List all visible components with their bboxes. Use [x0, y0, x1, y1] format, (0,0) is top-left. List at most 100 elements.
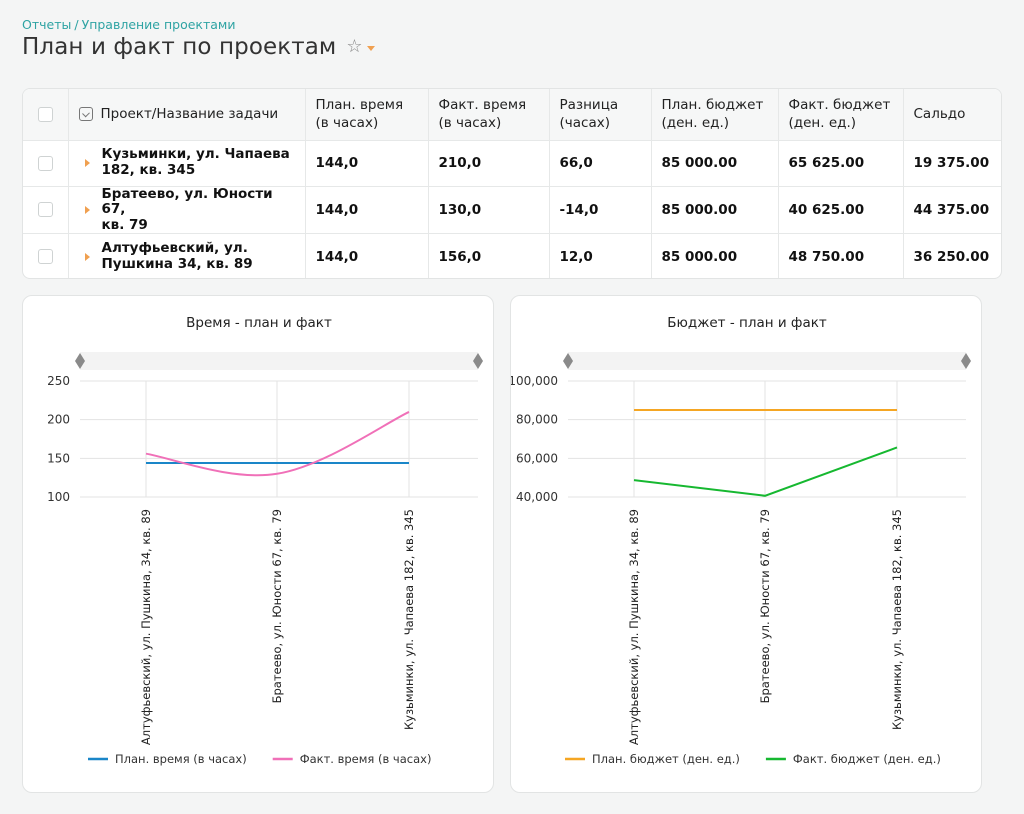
x-category-label: Алтуфьевский, ул. Пушкина, 34, кв. 89: [627, 509, 641, 745]
plan-time-cell: 144,0: [305, 186, 429, 235]
project-name-line1: Алтуфьевский, ул.: [101, 240, 248, 257]
project-name-line2: кв. 79: [101, 216, 148, 233]
breadcrumb: Отчеты / Управление проектами: [22, 17, 235, 32]
series-line-факт-бюджет-ден-ед[interactable]: [633, 446, 898, 497]
table-row[interactable]: Алтуфьевский, ул. Пушкина 34, кв. 89 144,…: [23, 233, 1001, 278]
legend-label[interactable]: Факт. время (в часах): [300, 752, 432, 766]
header-diff-line2: (часах): [559, 115, 610, 132]
row-checkbox-cell: [23, 186, 69, 235]
legend-label[interactable]: План. время (в часах): [115, 752, 247, 766]
y-tick-label: 40,000: [516, 490, 558, 504]
filter-icon[interactable]: [78, 107, 93, 122]
plan-budget-cell: 85 000.00: [651, 233, 779, 278]
range-slider-left-handle[interactable]: [563, 353, 573, 369]
breadcrumb-separator: /: [74, 17, 79, 32]
fact-budget-cell: 40 625.00: [778, 186, 904, 235]
budget-chart: Бюджет - план и факт 100,000 80,000 60,000 4…: [511, 315, 971, 766]
fact-time-cell: 156,0: [428, 233, 550, 278]
project-name[interactable]: Кузьминки, ул. Чапаева 182, кв. 345: [102, 147, 290, 178]
table-row[interactable]: Кузьминки, ул. Чапаева 182, кв. 345 144,0…: [23, 140, 1001, 187]
plan-time-cell: 144,0: [305, 233, 429, 278]
project-name-line2: 182, кв. 345: [101, 162, 196, 178]
chart-title: Время - план и факт: [186, 315, 332, 331]
header-fact-budget[interactable]: Факт. бюджет (ден. ед.): [778, 89, 904, 141]
range-slider-right-handle[interactable]: [473, 353, 483, 369]
range-slider-left-handle[interactable]: [75, 353, 85, 369]
header-plan-time-line1: План. время: [315, 97, 404, 114]
chart-title: Бюджет - план и факт: [667, 315, 827, 331]
y-tick-label: 80,000: [516, 413, 558, 427]
range-slider-track[interactable]: [568, 352, 966, 370]
diff-cell: 12,0: [549, 233, 652, 278]
diff-cell: -14,0: [549, 186, 652, 235]
saldo-cell: 19 375.00: [903, 140, 1001, 187]
row-checkbox-cell: [23, 233, 69, 278]
plan-time-cell: 144,0: [305, 140, 429, 187]
header-diff[interactable]: Разница (часах): [549, 89, 652, 141]
header-diff-line1: Разница: [559, 97, 619, 114]
saldo-cell: 36 250.00: [913, 248, 990, 265]
breadcrumb-reports-link[interactable]: Отчеты: [22, 17, 72, 32]
row-checkbox[interactable]: [37, 155, 53, 171]
header-plan-time-line2: (в часах): [315, 115, 379, 132]
y-tick-label: 100,000: [511, 374, 558, 388]
project-name[interactable]: Братеево, ул. Юности 67, кв. 79: [101, 185, 295, 234]
diff-cell: 66,0: [549, 140, 652, 187]
time-chart: Время - план и факт 250 200 150 100 Алтуфьевс…: [47, 315, 483, 766]
expand-caret-icon[interactable]: [84, 205, 90, 214]
header-plan-budget[interactable]: План. бюджет (ден. ед.): [651, 89, 779, 141]
fact-budget-cell: 65 625.00: [778, 140, 904, 187]
table-row[interactable]: Братеево, ул. Юности 67, кв. 79 144,0 130…: [23, 185, 1001, 235]
project-name[interactable]: Алтуфьевский, ул. Пушкина 34, кв. 89: [102, 241, 253, 272]
project-name-line1: Братеево, ул. Юности 67,: [101, 185, 273, 218]
header-saldo[interactable]: Сальдо: [903, 89, 1001, 141]
x-category-label: Кузьминки, ул. Чапаева 182, кв. 345: [402, 509, 416, 730]
range-slider-track[interactable]: [80, 352, 478, 370]
header-plan-budget-line2: (ден. ед.): [661, 115, 730, 132]
y-tick-label: 100: [47, 490, 70, 504]
project-name-line1: Кузьминки, ул. Чапаева: [101, 146, 290, 163]
title-row: План и факт по проектам ☆: [22, 34, 375, 60]
table-header-row: Проект/Название задачи План. время (в час…: [23, 89, 1001, 141]
select-all-checkbox[interactable]: [37, 106, 53, 122]
x-category-label: Братеево, ул. Юности 67, кв. 79: [270, 509, 284, 703]
y-tick-label: 250: [47, 374, 70, 388]
budget-chart-card: Бюджет - план и факт 100,000 80,000 60,000 4…: [510, 295, 982, 793]
header-fact-time-line1: Факт. время: [438, 97, 527, 114]
header-plan-time[interactable]: План. время (в часах): [305, 89, 429, 141]
projects-table: Проект/Название задачи План. время (в час…: [22, 88, 1002, 279]
fact-budget-cell: 48 750.00: [778, 233, 904, 278]
x-category-label: Алтуфьевский, ул. Пушкина, 34, кв. 89: [139, 509, 153, 745]
y-tick-label: 200: [47, 413, 70, 427]
range-slider-right-handle[interactable]: [961, 353, 971, 369]
header-fact-budget-line1: Факт. бюджет: [788, 97, 891, 114]
chevron-down-icon[interactable]: [366, 45, 375, 51]
expand-caret-icon[interactable]: [84, 252, 90, 261]
y-tick-label: 150: [47, 451, 70, 465]
project-name-line2: Пушкина 34, кв. 89: [101, 255, 253, 272]
header-saldo-label: Сальдо: [913, 106, 966, 123]
favorite-star-icon[interactable]: ☆: [346, 36, 363, 57]
row-checkbox[interactable]: [37, 202, 53, 218]
row-checkbox[interactable]: [37, 249, 53, 265]
plan-budget-cell: 85 000.00: [651, 140, 779, 187]
plan-budget-cell: 85 000.00: [651, 186, 779, 235]
page-title: План и факт по проектам: [22, 34, 337, 60]
header-fact-time-line2: (в часах): [438, 115, 502, 132]
row-name-cell: Алтуфьевский, ул. Пушкина 34, кв. 89: [68, 233, 306, 278]
row-name-cell: Братеево, ул. Юности 67, кв. 79: [68, 185, 306, 235]
legend-label[interactable]: Факт. бюджет (ден. ед.): [793, 752, 941, 766]
expand-caret-icon[interactable]: [84, 159, 90, 167]
x-category-label: Кузьминки, ул. Чапаева 182, кв. 345: [890, 509, 904, 730]
series-line-факт-время-в-часах[interactable]: [145, 411, 410, 477]
header-name-label: Проект/Название задачи: [100, 106, 279, 123]
saldo-cell: 44 375.00: [903, 186, 1001, 235]
legend-label[interactable]: План. бюджет (ден. ед.): [592, 752, 740, 766]
header-fact-budget-line2: (ден. ед.): [788, 115, 857, 132]
fact-time-cell: 130,0: [428, 186, 550, 235]
breadcrumb-current[interactable]: Управление проектами: [81, 17, 236, 32]
header-checkbox-cell: [23, 89, 69, 141]
fact-time-cell: 210,0: [428, 140, 550, 187]
header-name[interactable]: Проект/Название задачи: [68, 89, 306, 141]
header-fact-time[interactable]: Факт. время (в часах): [428, 89, 550, 141]
